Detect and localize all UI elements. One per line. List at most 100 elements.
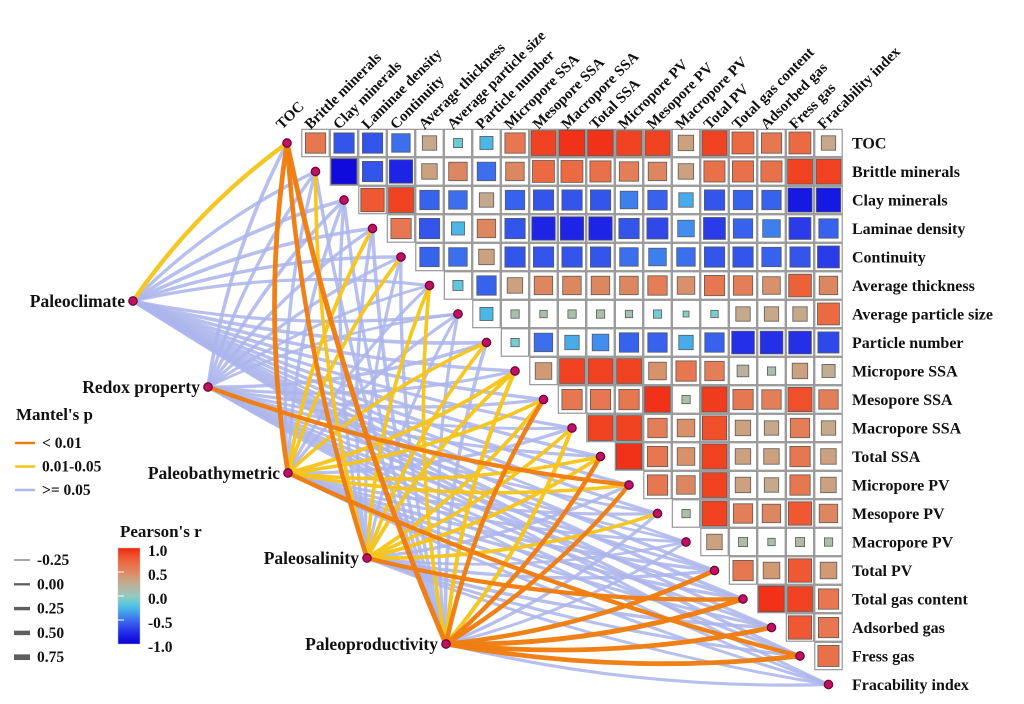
pearson-square [533,246,555,268]
cell-mesopore-ssa-vs-macropore-ssa [557,385,587,414]
row-label-micropore-ssa: Micropore SSA [852,364,958,381]
pearson-square [361,160,384,183]
legend-mantel-p-title: Mantel's p [16,405,93,424]
cell-average-particle-size-vs-mesopore-pv [643,299,672,329]
cell-brittle-minerals-vs-total-ssa [586,157,615,186]
diagonal-node-total-gas-content [738,594,748,604]
cell-mesopore-ssa-vs-adsorbed-gas [757,385,786,414]
pearson-square [763,448,780,465]
cell-micropore-ssa-vs-micropore-pv [614,356,644,386]
pearson-square [476,218,497,239]
pearson-square [788,273,812,298]
cell-continuity-vs-fracability-index [814,242,843,272]
cell-particle-number-vs-macropore-pv [671,328,701,357]
edge-paleoproductivity-total-pv [443,568,717,647]
cell-continuity-vs-macropore-ssa [557,242,587,272]
cell-average-particle-size-vs-particle-number [472,299,501,329]
edge-paleosalinity-mesopore-ssa [365,397,546,560]
pearson-square [418,217,441,240]
cell-toc-vs-macropore-pv [671,128,701,158]
legend-mantel-p: Mantel's p < 0.01 0.01-0.05 >= 0.05 [14,405,102,499]
cell-average-thickness-vs-total-ssa [586,271,615,300]
cell-mesopore-ssa-vs-total-pv [700,385,729,414]
cell-clay-minerals-vs-fress-gas [785,185,815,215]
cell-laminae-density-vs-macropore-pv [671,214,701,243]
cell-micropore-pv-vs-total-gas-content [728,470,758,500]
colorbar-tick-label: -1.0 [148,639,173,656]
cell-toc-vs-macropore-ssa [557,128,587,158]
cell-particle-number-vs-adsorbed-gas [757,328,786,357]
pearson-square [795,537,806,548]
pearson-square [559,216,585,241]
cell-brittle-minerals-vs-continuity [386,157,416,186]
pearson-square [732,388,754,411]
pearson-square [391,133,411,153]
pearson-square [820,420,837,436]
cell-clay-minerals-vs-particle-number [472,185,501,215]
pearson-square [678,334,694,351]
pearson-square [647,332,668,353]
pearson-square [762,276,781,295]
cell-clay-minerals-vs-total-gas-content [728,185,758,215]
cell-total-pv-vs-adsorbed-gas [757,556,786,585]
legend-mantel-p-item-label: < 0.01 [42,435,82,452]
row-label-fress-gas: Fress gas [852,649,914,666]
cell-average-particle-size-vs-micropore-ssa [500,299,530,329]
pearson-square [421,135,438,151]
pearson-square [677,163,695,180]
factor-label-redox-property: Redox property [82,377,200,397]
cell-toc-vs-micropore-pv [614,128,644,158]
cell-continuity-vs-average-particle-size [443,242,473,272]
cell-particle-number-vs-total-gas-content [728,328,758,357]
cell-laminae-density-vs-total-pv [700,214,729,243]
pearson-square [616,358,642,384]
cell-particle-number-vs-total-pv [700,328,729,357]
cell-average-thickness-vs-adsorbed-gas [757,271,786,300]
colorbar-tick-label: 0.0 [148,591,168,608]
pearson-square [505,161,525,182]
diagonal-node-average-thickness [424,280,435,291]
cell-continuity-vs-fress-gas [785,242,815,272]
cell-macropore-ssa-vs-adsorbed-gas [757,413,786,443]
cell-clay-minerals-vs-total-pv [700,185,729,215]
pearson-square [647,189,668,211]
cell-fress-gas-vs-fracability-index [814,641,843,671]
pearson-square [820,448,837,465]
pearson-square [704,246,726,268]
cell-toc-vs-laminae-density [358,128,387,158]
pearson-square [817,245,840,269]
pearson-square [360,187,385,213]
diagonal-node-macropore-pv [681,537,691,547]
cell-average-particle-size-vs-total-pv [700,299,729,329]
edge-paleoproductivity-total-gas-content [443,596,746,647]
edge-paleoclimate-particle-number [131,299,489,345]
cell-toc-vs-mesopore-pv [643,128,672,158]
edge-paleoproductivity-fress-gas [443,641,803,667]
cell-macropore-ssa-vs-mesopore-pv [643,413,672,443]
legend-width-label: -0.25 [37,552,70,569]
pearson-square [676,418,696,438]
pearson-square [504,246,526,268]
colorbar-tick-label: 1.0 [148,543,168,560]
legend-edge-width: -0.25 0.00 0.25 0.50 0.75 [14,552,70,666]
cell-average-thickness-vs-mesopore-pv [643,271,672,300]
cell-brittle-minerals-vs-total-pv [700,157,729,186]
cell-average-thickness-vs-fracability-index [814,271,843,300]
diagonal-node-brittle-minerals [310,166,321,177]
cell-average-particle-size-vs-mesopore-ssa [529,299,558,329]
cell-total-gas-content-vs-fracability-index [814,584,843,614]
pearson-square [564,334,580,351]
pearson-square [734,448,752,465]
cell-average-particle-size-vs-adsorbed-gas [757,299,786,329]
row-label-clay-minerals: Clay minerals [852,193,948,210]
cell-average-thickness-vs-fress-gas [785,271,815,300]
cell-continuity-vs-average-thickness [415,242,444,272]
legend-mantel-p-item-label: 0.01-0.05 [42,459,102,476]
cell-total-gas-content-vs-adsorbed-gas [757,584,786,614]
pearson-square [819,561,838,580]
edge-paleobathymetric-micropore-ssa [286,369,517,475]
cell-mesopore-pv-vs-fracability-index [814,499,843,528]
cell-clay-minerals-vs-total-ssa [586,185,615,215]
edge-paleoproductivity-clay-minerals [342,198,448,646]
edge-redox-property-average-particle-size [206,312,460,389]
